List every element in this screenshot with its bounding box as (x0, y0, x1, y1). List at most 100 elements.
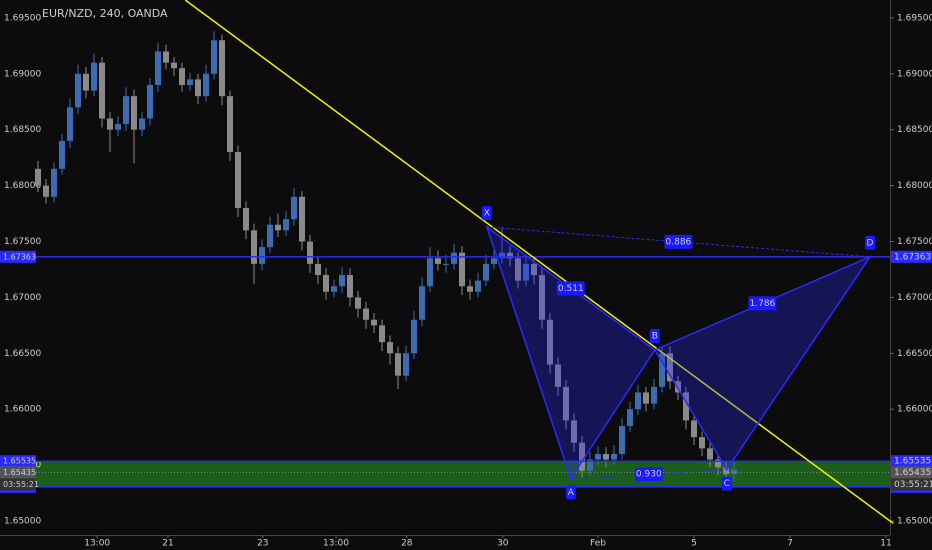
candle-body (227, 96, 233, 153)
candle-body (699, 437, 705, 449)
candle-body (547, 319, 553, 365)
candle-body (579, 442, 585, 471)
price-line-box (0, 455, 36, 468)
pattern-ratio-box (634, 467, 663, 482)
candle-body (523, 263, 529, 281)
candle-body (107, 118, 113, 130)
candle-body (211, 40, 217, 74)
candle-body (291, 196, 297, 220)
candle-body (83, 73, 89, 91)
candle-body (219, 40, 225, 97)
pattern-point-box (649, 328, 660, 343)
pattern-point-box (865, 235, 875, 250)
pattern-ratio-line (570, 469, 727, 480)
candle-body (723, 467, 729, 475)
pattern-point-box (721, 476, 732, 491)
countdown-box (0, 478, 36, 491)
pattern-point-box (565, 485, 576, 500)
y-tick-label: 1.66000 (897, 405, 932, 415)
candle-body (275, 224, 281, 231)
candle-body (59, 140, 65, 169)
candle-body (155, 51, 161, 85)
pattern-point-label: B (652, 331, 658, 341)
y-tick-label: 1.68000 (897, 181, 932, 191)
current-price-box (0, 466, 36, 479)
candle-body (379, 325, 385, 343)
price-line-box (891, 250, 932, 263)
candle-body (635, 392, 641, 410)
pattern-point-label: A (568, 488, 575, 498)
x-tick-label: Feb (590, 539, 606, 549)
candle-body (123, 96, 129, 125)
candle-body (363, 308, 369, 320)
candle-body (507, 252, 513, 259)
candle-body (595, 453, 601, 460)
candle-body (571, 420, 577, 443)
candle-body (67, 107, 73, 141)
x-tick-label: 23 (257, 539, 268, 549)
trendline (184, 0, 894, 524)
candle-body (259, 247, 265, 264)
price-line-box (0, 250, 36, 263)
candle-body (459, 252, 465, 287)
candle-body (91, 62, 97, 91)
candle-body (675, 381, 681, 393)
candle-body (395, 353, 401, 376)
y-tick-label: 1.69000 (897, 69, 932, 79)
pattern-ratio-box (556, 281, 585, 296)
candle-body (619, 425, 625, 454)
price-line-label: 1.65535 (894, 457, 931, 467)
candle-body (235, 152, 241, 208)
candle-body (147, 84, 153, 119)
candle-body (163, 51, 169, 63)
y-tick-label: 1.67500 (897, 237, 932, 247)
candle-body (499, 252, 505, 259)
candle-body (99, 62, 105, 119)
candle-body (331, 286, 337, 292)
candle-body (555, 364, 561, 387)
y-tick-label: 1.68500 (897, 125, 932, 135)
candle-body (403, 353, 409, 376)
pattern-point-label: X (484, 208, 490, 218)
candle-body (307, 241, 313, 264)
candle-body (651, 386, 657, 404)
y-tick-label-left: 1.69000 (4, 69, 41, 79)
price-line-label: 1.65535 (3, 457, 36, 466)
pattern-ratio: 1.786 (750, 299, 776, 309)
y-tick-label: 1.69500 (897, 13, 932, 23)
candle-body (627, 409, 633, 426)
candle-body (659, 353, 665, 387)
y-tick-label: 1.65000 (897, 517, 932, 527)
x-tick-label: 13:00 (323, 539, 349, 549)
countdown: 03:55:21 (894, 480, 932, 490)
candle-body (187, 79, 193, 85)
candle-body (299, 196, 305, 242)
candle-body (347, 275, 353, 298)
candle-body (515, 258, 521, 281)
y-tick-label-left: 1.66000 (4, 405, 41, 415)
pattern-point-label: D (867, 238, 874, 248)
candle-body (411, 319, 417, 354)
candle-body (203, 73, 209, 97)
candle-body (427, 258, 433, 287)
candle-body (483, 263, 489, 281)
candle-body (355, 297, 361, 309)
candle-body (115, 124, 121, 130)
candle-body (683, 392, 689, 421)
price-line-label: 1.67363 (894, 252, 931, 262)
candle-body (43, 185, 49, 197)
candle-body (35, 168, 41, 186)
price-line-label: 1.67363 (3, 252, 36, 261)
candle-body (243, 207, 249, 231)
candle-body (171, 62, 177, 69)
price-line-box (891, 455, 932, 468)
pattern-ratio: 0.886 (666, 237, 692, 247)
candle-body (251, 230, 257, 264)
candle-body (691, 420, 697, 438)
x-tick-label: 11 (880, 539, 891, 549)
x-tick-label: 21 (162, 539, 173, 549)
candle-body (419, 286, 425, 320)
y-tick-label: 1.66500 (897, 349, 932, 359)
